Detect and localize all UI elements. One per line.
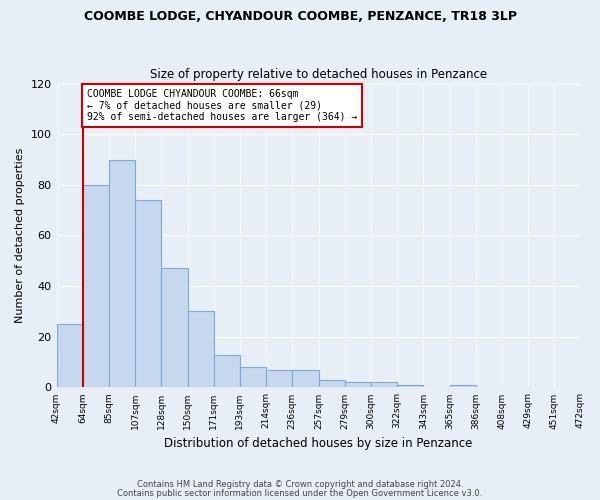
Bar xyxy=(449,385,476,388)
Bar xyxy=(397,385,424,388)
Text: COOMBE LODGE CHYANDOUR COOMBE: 66sqm
← 7% of detached houses are smaller (29)
92: COOMBE LODGE CHYANDOUR COOMBE: 66sqm ← 7… xyxy=(86,88,357,122)
Text: COOMBE LODGE, CHYANDOUR COOMBE, PENZANCE, TR18 3LP: COOMBE LODGE, CHYANDOUR COOMBE, PENZANCE… xyxy=(83,10,517,23)
Bar xyxy=(214,354,240,388)
Text: Contains public sector information licensed under the Open Government Licence v3: Contains public sector information licen… xyxy=(118,488,482,498)
Bar xyxy=(135,200,161,388)
Bar xyxy=(266,370,292,388)
X-axis label: Distribution of detached houses by size in Penzance: Distribution of detached houses by size … xyxy=(164,437,473,450)
Bar xyxy=(371,382,397,388)
Bar xyxy=(83,185,109,388)
Bar xyxy=(188,312,214,388)
Bar xyxy=(109,160,135,388)
Bar xyxy=(345,382,371,388)
Title: Size of property relative to detached houses in Penzance: Size of property relative to detached ho… xyxy=(150,68,487,81)
Bar xyxy=(319,380,345,388)
Bar xyxy=(240,367,266,388)
Bar xyxy=(56,324,83,388)
Bar xyxy=(161,268,188,388)
Text: Contains HM Land Registry data © Crown copyright and database right 2024.: Contains HM Land Registry data © Crown c… xyxy=(137,480,463,489)
Y-axis label: Number of detached properties: Number of detached properties xyxy=(15,148,25,323)
Bar xyxy=(292,370,319,388)
